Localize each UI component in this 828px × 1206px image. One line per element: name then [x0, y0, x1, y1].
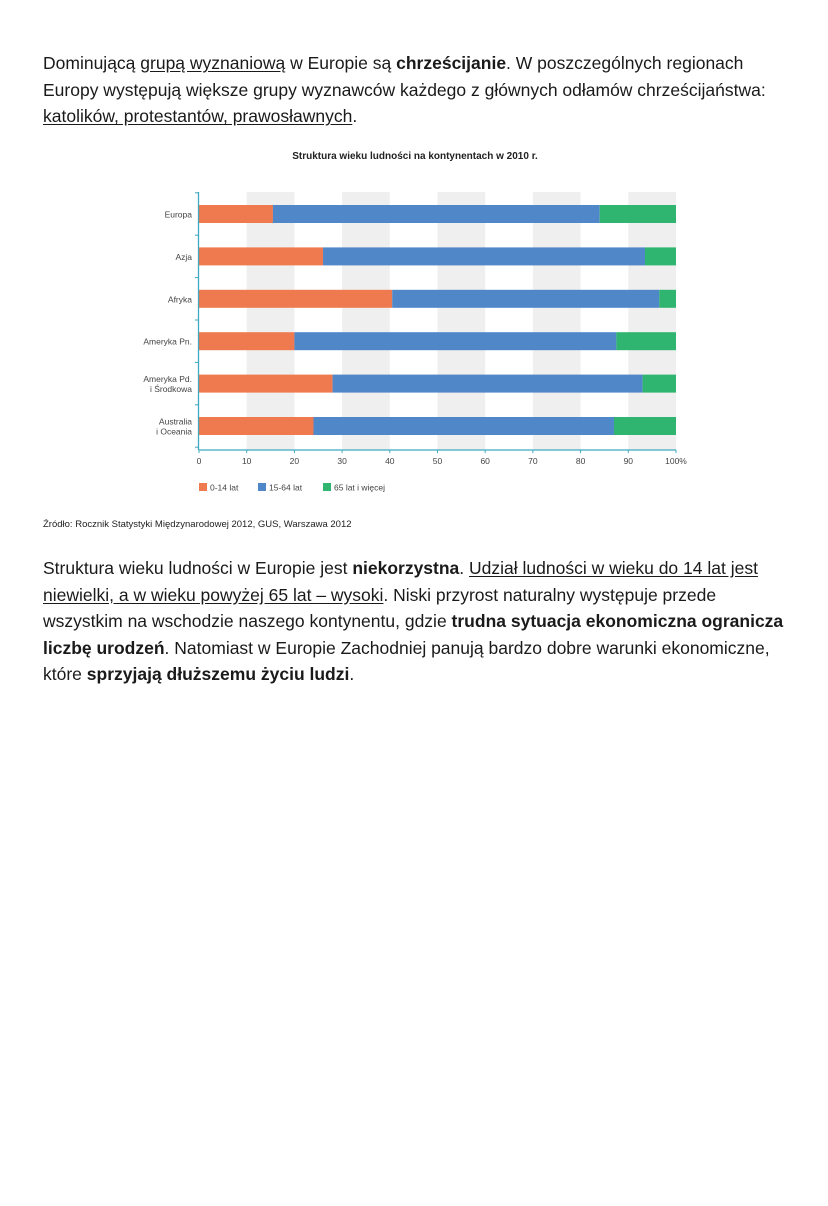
grid-band	[342, 192, 390, 450]
x-tick-label: 50	[433, 456, 443, 466]
legend-swatch	[199, 483, 207, 491]
legend: 0-14 lat 15-64 lat 65 lat i więcej	[199, 483, 385, 493]
term-unfavorable: niekorzystna	[352, 558, 460, 578]
x-tick-label: 10	[242, 456, 252, 466]
x-tick-label: 30	[337, 456, 347, 466]
bar-segment	[599, 205, 676, 223]
x-tick-label: 0	[197, 456, 202, 466]
outro-text: Struktura wieku ludności w Europie jest	[43, 558, 353, 578]
x-tick-label: 80	[576, 456, 586, 466]
term-longer-life: sprzyjają dłuższemu życiu ludzi	[86, 664, 350, 684]
bar-segment	[392, 289, 660, 308]
bar-segment	[199, 417, 314, 435]
bar-segment	[323, 247, 645, 266]
x-tick-label: 70	[528, 456, 538, 466]
grid-band	[628, 192, 676, 450]
age-structure-chart: Struktura wieku ludności na kontynentach…	[143, 151, 687, 493]
bar-segment	[313, 417, 614, 435]
legend-swatch	[323, 483, 331, 491]
intro-text: w Europie są	[285, 53, 397, 73]
x-tick-label: 40	[385, 456, 395, 466]
bar-segment	[642, 374, 676, 393]
grid-band	[437, 192, 486, 450]
x-tick-label: 90	[624, 456, 634, 466]
x-tick-label: 100%	[665, 456, 687, 466]
bar-segment	[659, 289, 676, 308]
outro-text: .	[459, 558, 470, 578]
category-label: i Środkowa	[150, 383, 192, 394]
outro-text: .	[349, 664, 355, 684]
bar-segment	[294, 332, 617, 351]
bar-segment	[199, 205, 273, 223]
bar-segment	[644, 247, 676, 266]
legend-swatch	[258, 483, 266, 491]
intro-paragraph: Dominującą grupą wyznaniową w Europie są…	[43, 50, 793, 130]
category-label: Australia	[159, 417, 192, 427]
bar-segment	[199, 289, 393, 308]
bars	[199, 205, 676, 435]
intro-text: .	[352, 106, 358, 126]
bar-segment	[199, 247, 324, 266]
x-tick-label: 20	[290, 456, 300, 466]
outro-paragraph: Struktura wieku ludności w Europie jest …	[43, 555, 793, 688]
category-label: Ameryka Pn.	[143, 337, 192, 347]
grid-band	[532, 192, 581, 450]
grid-band	[246, 192, 295, 450]
x-tick-label: 60	[480, 456, 490, 466]
bar-segment	[272, 205, 600, 223]
category-label: i Oceania	[156, 427, 192, 437]
intro-text: . W poszczególnych regionach Europy wyst…	[43, 53, 766, 100]
bar-segment	[199, 374, 333, 393]
legend-label: 0-14 lat	[210, 483, 239, 493]
category-label: Europa	[165, 210, 193, 220]
legend-label: 65 lat i więcej	[334, 483, 385, 493]
category-label: Azja	[175, 252, 192, 262]
bar-segment	[616, 332, 676, 351]
outro-text: . Natomiast w Europie Zachodniej panują …	[43, 637, 770, 685]
bar-segment	[199, 332, 295, 351]
outro-text: . Niski przyrost naturalny występuje prz…	[43, 584, 717, 632]
intro-text: Dominującą	[43, 53, 141, 73]
category-label: Ameryka Pd.	[143, 374, 192, 384]
term-religious-group: grupą wyznaniową	[140, 53, 286, 73]
bar-segment	[332, 374, 643, 393]
term-age-share: Udział ludności w wieku do 14 lat jest n…	[43, 558, 758, 605]
bar-segment	[613, 417, 676, 435]
term-christians: chrześcijanie	[396, 53, 507, 73]
legend-label: 15-64 lat	[269, 483, 303, 493]
term-economic-situation: trudna sytuacja ekonomiczna ogranicza li…	[43, 611, 784, 658]
category-label: Afryka	[168, 294, 192, 304]
term-denominations: katolików, protestantów, prawosławnych	[43, 106, 353, 126]
source-note: Źródło: Rocznik Statystyki Międzynarodow…	[43, 519, 352, 530]
chart-title: Struktura wieku ludności na kontynentach…	[292, 151, 538, 162]
grid-bands	[246, 192, 676, 450]
